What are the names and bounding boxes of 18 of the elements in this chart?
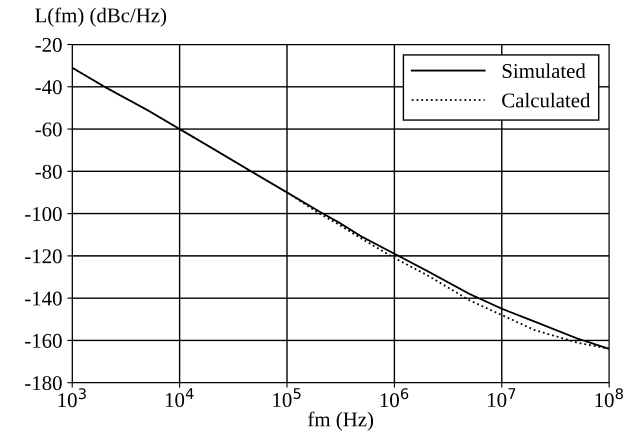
- x-tick-label: 10$^{5}$: [273, 388, 301, 408]
- y-tick-label: -20: [36, 38, 62, 52]
- x-tick-label: 10$^{7}$: [488, 388, 516, 408]
- x-tick-label: 10$^{6}$: [380, 388, 408, 408]
- x-axis-title: fm (Hz): [308, 412, 374, 431]
- legend-label: Calculated: [502, 92, 590, 108]
- y-tick-label: -60: [36, 122, 62, 136]
- y-tick-label: -160: [25, 334, 62, 348]
- y-tick-label: -180: [25, 376, 62, 390]
- y-tick-label: -120: [25, 249, 62, 264]
- y-tick-label: -100: [25, 206, 62, 222]
- legend-label: Simulated: [502, 63, 586, 78]
- y-tick-label: -80: [36, 164, 62, 179]
- y-tick-label: -40: [36, 80, 62, 94]
- y-axis-title: L(fm) (dBc/Hz): [35, 8, 166, 27]
- x-tick-label: 10$^{4}$: [166, 388, 194, 408]
- y-tick-label: -140: [25, 292, 62, 306]
- x-tick-label: 10$^{8}$: [595, 388, 623, 408]
